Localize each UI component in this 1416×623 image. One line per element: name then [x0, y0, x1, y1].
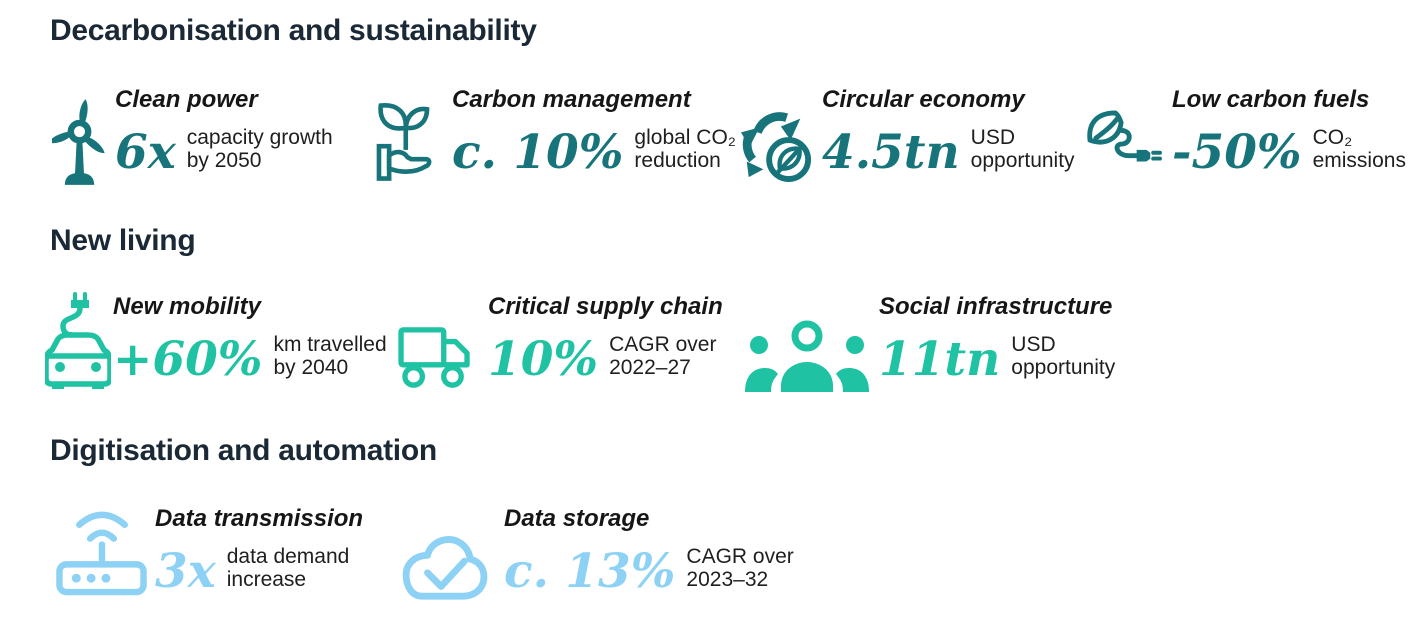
item-stat: 3x: [155, 544, 216, 599]
item-title: Circular economy: [822, 86, 1025, 113]
stat-item-circular-economy: Circular economy 4.5tn USD opportunity: [738, 84, 1075, 186]
stat-item-critical-supply-chain: Critical supply chain 10% CAGR over 2022…: [398, 291, 723, 393]
item-stat: 4.5tn: [822, 125, 960, 180]
item-stat: 6x: [115, 125, 176, 180]
stat-item-data-transmission: Data transmission 3x data demand increas…: [55, 503, 363, 605]
stat-item-clean-power: Clean power 6x capacity growth by 2050: [52, 84, 333, 186]
router-wifi-icon: [55, 503, 147, 605]
hand-plant-icon: [374, 84, 432, 186]
cloud-check-icon: [398, 503, 492, 605]
item-stat: c. 10%: [452, 125, 624, 180]
item-description: CO₂ emissions: [1312, 126, 1406, 172]
item-description: CAGR over 2023–32: [686, 545, 794, 591]
electric-car-icon: [45, 291, 111, 393]
item-title: Social infrastructure: [879, 293, 1113, 320]
delivery-truck-icon: [398, 291, 472, 393]
section-title-new-living: New living: [50, 224, 196, 257]
item-description: km travelled by 2040: [273, 333, 387, 379]
wind-turbine-icon: [52, 84, 107, 186]
item-title: Data storage: [504, 505, 650, 532]
item-title: Carbon management: [452, 86, 691, 113]
item-stat: c. 13%: [504, 544, 676, 599]
item-title: New mobility: [113, 293, 262, 320]
item-description: global CO₂ reduction: [634, 126, 736, 172]
item-stat: +60%: [113, 332, 263, 387]
item-description: data demand increase: [226, 545, 350, 591]
item-title: Critical supply chain: [488, 293, 723, 320]
stat-item-carbon-management: Carbon management c. 10% global CO₂ redu…: [374, 84, 736, 186]
item-description: CAGR over 2022–27: [609, 333, 717, 379]
item-stat: 10%: [488, 332, 599, 387]
item-stat: -50%: [1172, 125, 1302, 180]
recycle-leaf-icon: [738, 84, 812, 186]
stat-item-data-storage: Data storage c. 13% CAGR over 2023–32: [398, 503, 794, 605]
stat-item-low-carbon-fuels: Low carbon fuels -50% CO₂ emissions: [1086, 84, 1406, 186]
item-description: capacity growth by 2050: [186, 126, 333, 172]
item-description: USD opportunity: [1011, 333, 1116, 379]
section-title-digitisation: Digitisation and automation: [50, 434, 437, 467]
item-title: Low carbon fuels: [1172, 86, 1370, 113]
people-group-icon: [745, 291, 869, 393]
item-title: Clean power: [115, 86, 258, 113]
section-title-decarbonisation: Decarbonisation and sustainability: [50, 14, 537, 47]
item-description: USD opportunity: [970, 126, 1075, 172]
stat-item-social-infrastructure: Social infrastructure 11tn USD opportuni…: [745, 291, 1115, 393]
item-stat: 11tn: [879, 332, 1001, 387]
stat-item-new-mobility: New mobility +60% km travelled by 2040: [45, 291, 387, 393]
item-title: Data transmission: [155, 505, 364, 532]
leaf-plug-icon: [1086, 84, 1164, 186]
